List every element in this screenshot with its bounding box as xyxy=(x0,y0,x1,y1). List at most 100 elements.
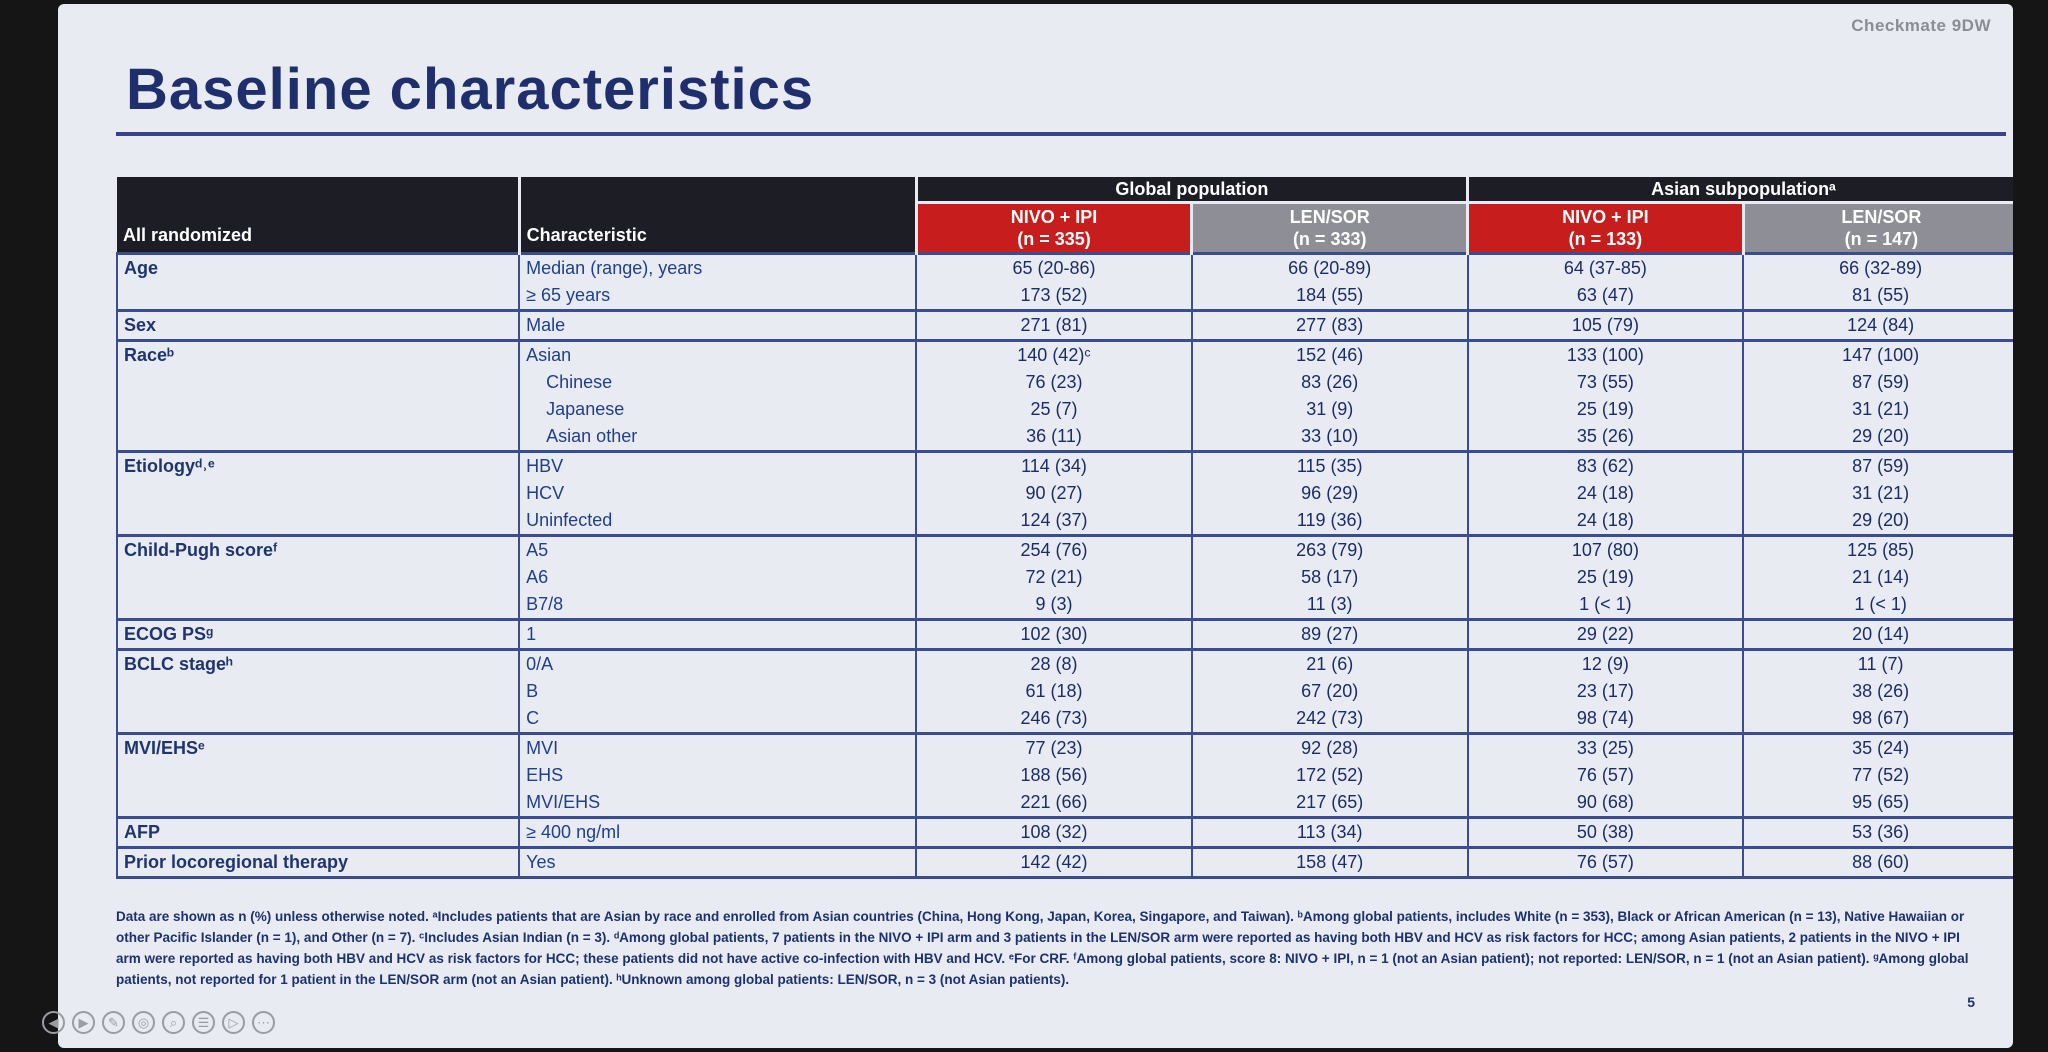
arm-n: (n = 133) xyxy=(1568,229,1643,249)
value-cell: 23 (17) xyxy=(1466,678,1745,705)
value-cell: 64 (37-85) xyxy=(1466,252,1745,282)
value-cell: 76 (57) xyxy=(1466,846,1745,879)
category-cell xyxy=(115,678,521,705)
value-cell: 25 (19) xyxy=(1466,564,1745,591)
value-cell: 63 (47) xyxy=(1466,282,1745,311)
value-cell: 25 (7) xyxy=(915,396,1193,423)
characteristic-cell: MVI xyxy=(518,732,918,762)
header-nivo-ipi-global: NIVO + IPI (n = 335) xyxy=(914,202,1192,254)
arm-label: NIVO + IPI xyxy=(1562,207,1649,227)
value-cell: 73 (55) xyxy=(1466,369,1745,396)
table-row: Age Median (range), years 65 (20-86) 66 (20… xyxy=(115,252,2013,282)
slide: Checkmate 9DW Baseline characteristics A… xyxy=(58,4,2013,1048)
value-cell: 98 (67) xyxy=(1742,705,2013,734)
table-row: Prior locoregional therapy Yes 142 (42) 158… xyxy=(115,846,2013,879)
arm-label: LEN/SOR xyxy=(1289,207,1370,227)
value-cell: 1 (< 1) xyxy=(1466,591,1745,620)
value-cell: 96 (29) xyxy=(1190,480,1469,507)
value-cell: 77 (52) xyxy=(1742,762,2013,789)
value-cell: 58 (17) xyxy=(1190,564,1469,591)
category-cell xyxy=(115,705,521,734)
value-cell: 246 (73) xyxy=(915,705,1193,734)
value-cell: 61 (18) xyxy=(915,678,1193,705)
header-len-sor-global: LEN/SOR (n = 333) xyxy=(1190,202,1468,254)
value-cell: 95 (65) xyxy=(1742,789,2013,818)
category-cell: BCLC stageʰ xyxy=(115,648,521,678)
value-cell: 24 (18) xyxy=(1466,507,1745,536)
value-cell: 35 (24) xyxy=(1742,732,2013,762)
value-cell: 76 (23) xyxy=(915,369,1193,396)
value-cell: 29 (22) xyxy=(1466,618,1745,650)
table-row: B 61 (18) 67 (20) 23 (17) 38 (26) xyxy=(115,678,2013,705)
value-cell: 24 (18) xyxy=(1466,480,1745,507)
table-row: Etiologyᵈ˒ᵉ HBV 114 (34) 115 (35) 83 (62) 87 … xyxy=(115,450,2013,480)
next-icon[interactable]: ▶ xyxy=(72,1011,95,1034)
value-cell: 107 (80) xyxy=(1466,534,1745,564)
value-cell: 105 (79) xyxy=(1466,309,1745,341)
table-row: AFP ≥ 400 ng/ml 108 (32) 113 (34) 50 (38) 53 … xyxy=(115,816,2013,848)
value-cell: 81 (55) xyxy=(1742,282,2013,311)
value-cell: 21 (14) xyxy=(1742,564,2013,591)
value-cell: 77 (23) xyxy=(915,732,1193,762)
value-cell: 184 (55) xyxy=(1190,282,1469,311)
value-cell: 25 (19) xyxy=(1466,396,1745,423)
header-len-sor-asian: LEN/SOR (n = 147) xyxy=(1741,202,2013,254)
arm-label: NIVO + IPI xyxy=(1010,207,1098,227)
value-cell: 76 (57) xyxy=(1466,762,1745,789)
value-cell: 29 (20) xyxy=(1742,507,2013,536)
characteristic-cell: A5 xyxy=(518,534,918,564)
table-row: Child-Pugh scoreᶠ A5 254 (76) 263 (79) 107 (… xyxy=(115,534,2013,564)
value-cell: 242 (73) xyxy=(1190,705,1469,734)
value-cell: 124 (84) xyxy=(1742,309,2013,341)
characteristic-cell: MVI/EHS xyxy=(518,789,918,818)
arm-n: (n = 147) xyxy=(1844,229,1919,249)
category-cell xyxy=(115,282,521,311)
pen-icon[interactable]: ✎ xyxy=(102,1011,125,1034)
value-cell: 152 (46) xyxy=(1190,339,1469,369)
characteristic-cell: Male xyxy=(518,309,918,341)
value-cell: 173 (52) xyxy=(915,282,1193,311)
characteristic-cell: B7/8 xyxy=(518,591,918,620)
value-cell: 114 (34) xyxy=(915,450,1193,480)
characteristic-cell: C xyxy=(518,705,918,734)
value-cell: 12 (9) xyxy=(1466,648,1745,678)
pointer-icon[interactable]: ◎ xyxy=(132,1011,155,1034)
category-cell xyxy=(115,762,521,789)
value-cell: 119 (36) xyxy=(1190,507,1469,536)
characteristic-cell: Median (range), years xyxy=(518,252,918,282)
characteristic-cell: EHS xyxy=(518,762,918,789)
category-cell xyxy=(115,591,521,620)
value-cell: 124 (37) xyxy=(915,507,1193,536)
value-cell: 133 (100) xyxy=(1466,339,1745,369)
value-cell: 87 (59) xyxy=(1742,450,2013,480)
prev-icon[interactable]: ◀ xyxy=(42,1011,65,1034)
category-cell: Raceᵇ xyxy=(115,339,521,369)
value-cell: 115 (35) xyxy=(1190,450,1469,480)
characteristic-cell: Asian xyxy=(518,339,918,369)
header-asian-subpopulation: Asian subpopulationᵃ xyxy=(1466,177,2013,204)
value-cell: 188 (56) xyxy=(915,762,1193,789)
category-cell xyxy=(115,480,521,507)
category-cell: ECOG PSᵍ xyxy=(115,618,521,650)
table-row: MVI/EHS 221 (66) 217 (65) 90 (68) 95 (65) xyxy=(115,789,2013,818)
value-cell: 102 (30) xyxy=(915,618,1193,650)
value-cell: 38 (26) xyxy=(1742,678,2013,705)
value-cell: 20 (14) xyxy=(1742,618,2013,650)
menu-icon[interactable]: ☰ xyxy=(192,1011,215,1034)
value-cell: 92 (28) xyxy=(1190,732,1469,762)
value-cell: 83 (62) xyxy=(1466,450,1745,480)
watermark: Checkmate 9DW xyxy=(1851,16,1991,35)
table-row: C 246 (73) 242 (73) 98 (74) 98 (67) xyxy=(115,705,2013,734)
value-cell: 221 (66) xyxy=(915,789,1193,818)
value-cell: 88 (60) xyxy=(1742,846,2013,879)
more-icon[interactable]: ⋯ xyxy=(252,1011,275,1034)
table-row: MVI/EHSᵉ MVI 77 (23) 92 (28) 33 (25) 35 (24) xyxy=(115,732,2013,762)
zoom-icon[interactable]: ⌕ xyxy=(162,1011,185,1034)
play-icon[interactable]: ▷ xyxy=(222,1011,245,1034)
value-cell: 53 (36) xyxy=(1742,816,2013,848)
value-cell: 90 (68) xyxy=(1466,789,1745,818)
category-cell xyxy=(115,507,521,536)
value-cell: 11 (3) xyxy=(1190,591,1469,620)
table-row: EHS 188 (56) 172 (52) 76 (57) 77 (52) xyxy=(115,762,2013,789)
value-cell: 66 (32-89) xyxy=(1742,252,2013,282)
